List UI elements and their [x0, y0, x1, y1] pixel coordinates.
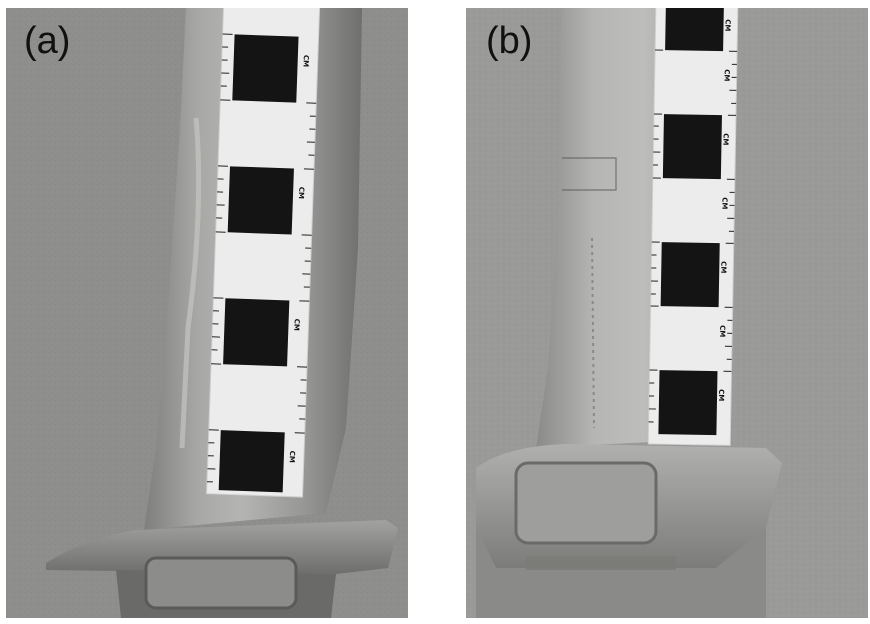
- ruler-unit-label: CM: [717, 389, 725, 401]
- blade-root: [476, 528, 766, 618]
- cm-scale-ruler: CM CM CM CM CM CM CM: [647, 8, 739, 446]
- ruler-unit-label: CM: [297, 187, 305, 199]
- ruler-ticks: [206, 33, 317, 483]
- ruler-unit-label: CM: [723, 19, 731, 31]
- photo-panel-a: CM CM CM CM (a): [6, 8, 408, 618]
- platform-pocket: [514, 461, 658, 545]
- ruler-unit-label: CM: [721, 133, 729, 145]
- ruler-unit-label: CM: [723, 69, 731, 81]
- panel-label-b: (b): [486, 20, 533, 62]
- panel-label-a: (a): [24, 20, 71, 62]
- ruler-unit-label: CM: [718, 325, 726, 337]
- ruler-unit-label: CM: [720, 197, 728, 209]
- handwritten-marking: [562, 157, 617, 191]
- turbine-blade-b-photo: CM CM CM CM CM CM CM: [466, 8, 868, 618]
- blade-platform: [46, 520, 398, 574]
- ruler-ticks: [648, 49, 738, 423]
- ruler-unit-label: CM: [719, 261, 727, 273]
- photo-panel-b: CM CM CM CM CM CM CM (b): [466, 8, 868, 618]
- ruler-unit-label: CM: [302, 55, 310, 67]
- ruler-unit-label: CM: [288, 451, 296, 463]
- turbine-blade-a-photo: CM CM CM CM: [6, 8, 408, 618]
- root-pocket: [144, 556, 298, 610]
- ruler-unit-label: CM: [292, 319, 300, 331]
- cm-scale-ruler: CM CM CM CM: [206, 8, 321, 498]
- blade-leading-edge-highlight: [179, 117, 202, 449]
- part-number-stamp: [526, 556, 676, 570]
